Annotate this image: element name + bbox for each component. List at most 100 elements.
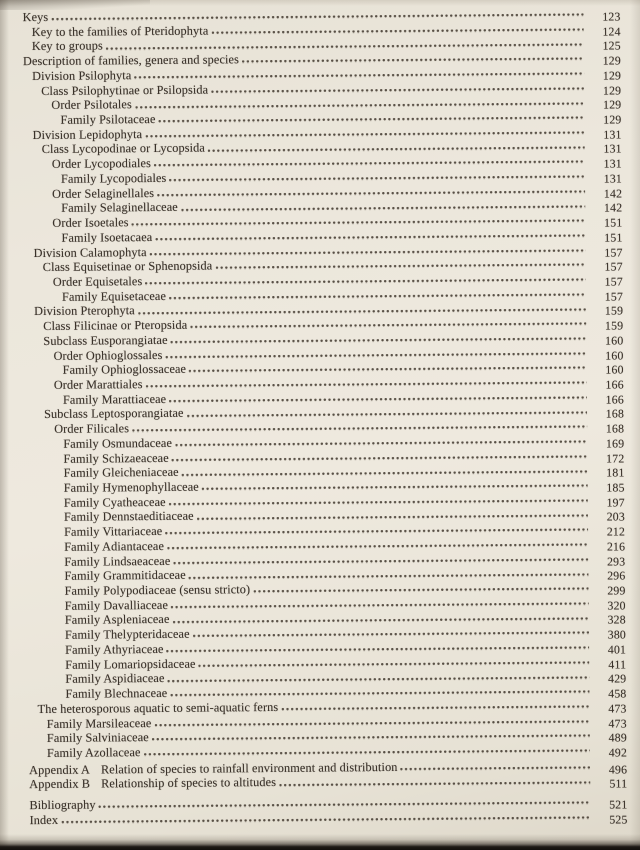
dot-leader [134,72,585,80]
toc-entry-page: 159 [604,318,624,333]
toc-entry-page: 473 [608,715,627,731]
dot-leader [215,263,586,270]
toc-entry-page: 131 [603,141,622,157]
toc-entry-page: 296 [607,568,626,583]
dot-leader [170,690,590,698]
toc-entry-page: 159 [604,303,624,318]
dot-leader [132,425,588,433]
toc-entry-page: 129 [603,112,622,127]
toc-entry-label: Class Lycopodinae or Lycopsida [41,141,205,157]
toc-entry-label: Family Adiantaceae [64,538,165,554]
toc-entry-label: The heterosporous aquatic to semi-aquati… [37,699,279,716]
page-bottom-edge-shadow [0,834,640,850]
toc-entry-label: Key to the families of Pteridophyta [31,23,209,39]
dot-leader [145,381,587,389]
dot-leader [196,513,588,521]
dot-leader [169,175,585,182]
toc-entry-label: Family Gleicheniaceae [63,465,179,481]
toc-entry-page: 492 [608,745,628,760]
toc-entry-page: 160 [605,362,624,377]
dot-leader [170,337,587,344]
page-corner-shadow [0,0,150,10]
toc-entry-label: Relation of species to rainfall environm… [100,759,398,777]
dot-leader [145,131,585,139]
dot-leader [198,661,590,668]
toc-entry-page: 203 [606,509,626,524]
toc-entry-label: Family Aspleniaceae [64,612,170,628]
dot-leader [207,145,585,153]
toc-entry-label: Order Filicales [54,421,130,437]
dot-leader [168,499,588,506]
toc-entry-page: 525 [609,812,628,827]
toc-entry-label: Class Equisetinae or Sphenopsida [42,258,213,275]
toc-entry-page: 129 [602,53,622,68]
toc-entry-page: 401 [607,642,627,657]
toc-entry-page: 131 [603,171,623,186]
dot-leader [149,248,586,256]
toc-entry-page: 511 [609,776,628,791]
toc-entry-page: 197 [606,495,625,510]
dot-leader [157,190,586,197]
dot-leader [166,543,589,550]
dot-leader [190,322,587,329]
toc-entry-label: Family Grammitidaceae [64,568,186,584]
toc-entry-page: 429 [608,671,627,686]
dot-leader [151,734,590,742]
toc-entry-label: Division Calamophyta [33,244,147,260]
toc-entry-page: 129 [602,68,622,83]
toc-entry-label: Family Vittariaceae [64,524,163,539]
dot-leader [253,587,589,594]
toc-entry-label: Class Psilophytinae or Psilopsida [41,82,209,98]
toc-entry-page: 496 [608,762,628,777]
toc-entry-prefix: Appendix A [29,762,90,777]
toc-entry-page: 521 [609,797,628,812]
toc-entry-label: Family Lindsaeaceae [64,553,171,569]
toc-entry-prefix: Appendix B [29,776,91,792]
toc-entry-page: 168 [605,406,625,421]
toc-entry-label: Family Equisetaceae [61,288,167,304]
dot-leader [192,631,589,639]
dot-leader [105,42,584,51]
toc-entry-page: 216 [606,539,626,554]
toc-entry-label: Family Salviniaceae [46,730,149,746]
toc-entry-label: Family Marsileaceae [46,715,152,731]
toc-entry-label: Class Filicinae or Pteropsida [43,317,188,334]
dot-leader [241,57,584,64]
dot-leader [155,234,586,241]
dot-leader [137,307,587,315]
dot-leader [166,646,590,654]
toc-entry-page: 293 [606,553,626,569]
dot-leader [143,749,591,757]
toc-entry-page: 380 [607,627,627,642]
toc-entry-label: Family Psilotaceae [60,112,156,127]
toc-entry-label: Family Cyatheaceae [63,494,166,510]
dot-leader [189,366,587,374]
toc-entry-label: Family Schizaeaceae [63,450,169,466]
toc-entry-label: Bibliography [29,797,96,813]
dot-leader [131,219,586,227]
toc-entry-page: 411 [608,657,627,672]
toc-entry-label: Division Pterophyta [34,303,135,319]
toc-entry-label: Family Selaginellaceae [61,200,178,216]
toc-entry-label: Order Ophioglossales [53,347,163,363]
dot-leader [171,602,589,609]
toc-entry-page: 157 [604,244,623,260]
toc-entry-label: Division Psilophyta [32,68,132,83]
toc-entry-label: Order Psilotales [51,97,132,113]
toc-entry-page: 320 [607,598,626,613]
dot-leader [186,410,588,418]
dot-leader [169,396,587,403]
toc-entry-label: Order Selaginellales [52,185,155,201]
toc-entry-label: Family Dennstaeditiaceae [63,509,194,525]
dot-leader [154,719,590,727]
toc-entry-label: Family Blechnaceae [65,685,168,701]
toc-entry-page: 299 [607,583,626,598]
toc-entry-label: Family Athyriaceae [65,641,164,657]
toc-entry-page: 142 [603,186,623,201]
toc-entry-label: Family Isoetacaea [61,229,153,245]
toc-entry-page: 166 [605,377,624,392]
toc-entry-page: 328 [607,612,626,628]
toc-entry-page: 129 [602,83,622,98]
dot-leader [134,101,585,109]
